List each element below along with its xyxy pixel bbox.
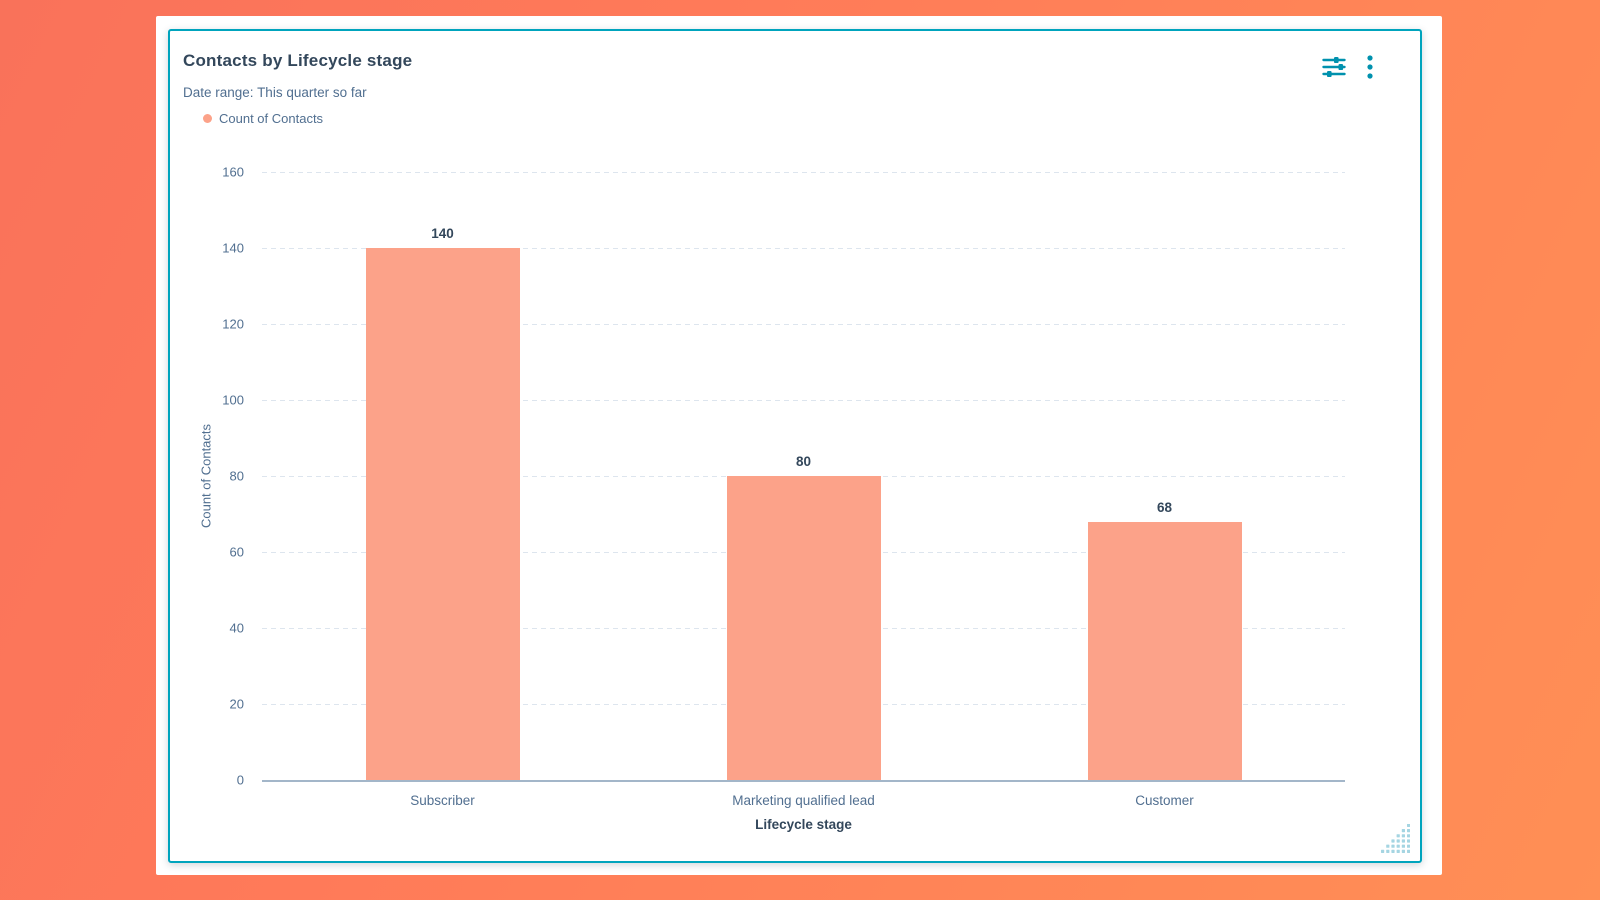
date-range-label: Date range:: [183, 85, 254, 100]
x-category-label: Customer: [1135, 793, 1194, 808]
report-options-menu-button[interactable]: [1364, 52, 1376, 82]
y-tick-label: 40: [229, 620, 244, 636]
y-tick-label: 60: [229, 544, 244, 560]
x-axis-ticks: Subscriber Marketing qualified lead Custom…: [262, 793, 1345, 811]
bar-subscriber[interactable]: [365, 248, 520, 780]
chart-settings-button[interactable]: [1320, 54, 1348, 80]
resize-grip-icon: [1381, 823, 1411, 853]
plot-area: 140 80 68: [262, 172, 1345, 782]
y-tick-label: 80: [229, 468, 244, 484]
y-tick-label: 120: [222, 316, 244, 332]
y-tick-label: 140: [222, 240, 244, 256]
x-axis-title: Lifecycle stage: [755, 817, 852, 832]
sliders-icon: [1322, 57, 1346, 77]
date-range: Date range: This quarter so far: [183, 85, 367, 100]
vertical-dots-icon: [1367, 55, 1373, 79]
gridline: [262, 248, 1345, 249]
legend-swatch-icon: [203, 113, 212, 123]
report-title: Contacts by Lifecycle stage: [183, 51, 413, 70]
bar-customer[interactable]: [1087, 521, 1242, 780]
legend-label: Count of Contacts: [219, 110, 324, 126]
report-toolbar: [1320, 52, 1376, 82]
resize-handle[interactable]: [1381, 823, 1411, 853]
y-tick-label: 0: [236, 772, 244, 788]
y-axis-ticks: 0 20 40 60 80 100 120 140 160: [170, 165, 252, 788]
bar-value-label: 80: [795, 454, 812, 469]
gridline: [262, 324, 1345, 325]
date-range-value: This quarter so far: [257, 85, 367, 100]
x-category-label: Subscriber: [410, 793, 475, 808]
report-card: Contacts by Lifecycle stage Date range: …: [168, 29, 1422, 863]
y-tick-label: 100: [222, 392, 244, 408]
bar-value-label: 68: [1156, 499, 1173, 515]
gridline: [262, 400, 1345, 401]
y-tick-label: 20: [229, 696, 244, 712]
bar-value-label: 140: [431, 226, 454, 241]
y-tick-label: 160: [222, 164, 244, 180]
legend-item-count-of-contacts[interactable]: Count of Contacts: [203, 109, 323, 127]
gridline: [262, 172, 1345, 173]
x-category-label: Marketing qualified lead: [732, 793, 875, 808]
dashboard-page: Contacts by Lifecycle stage Date range: …: [156, 16, 1442, 875]
bar-marketing-qualified-lead[interactable]: [726, 476, 881, 780]
